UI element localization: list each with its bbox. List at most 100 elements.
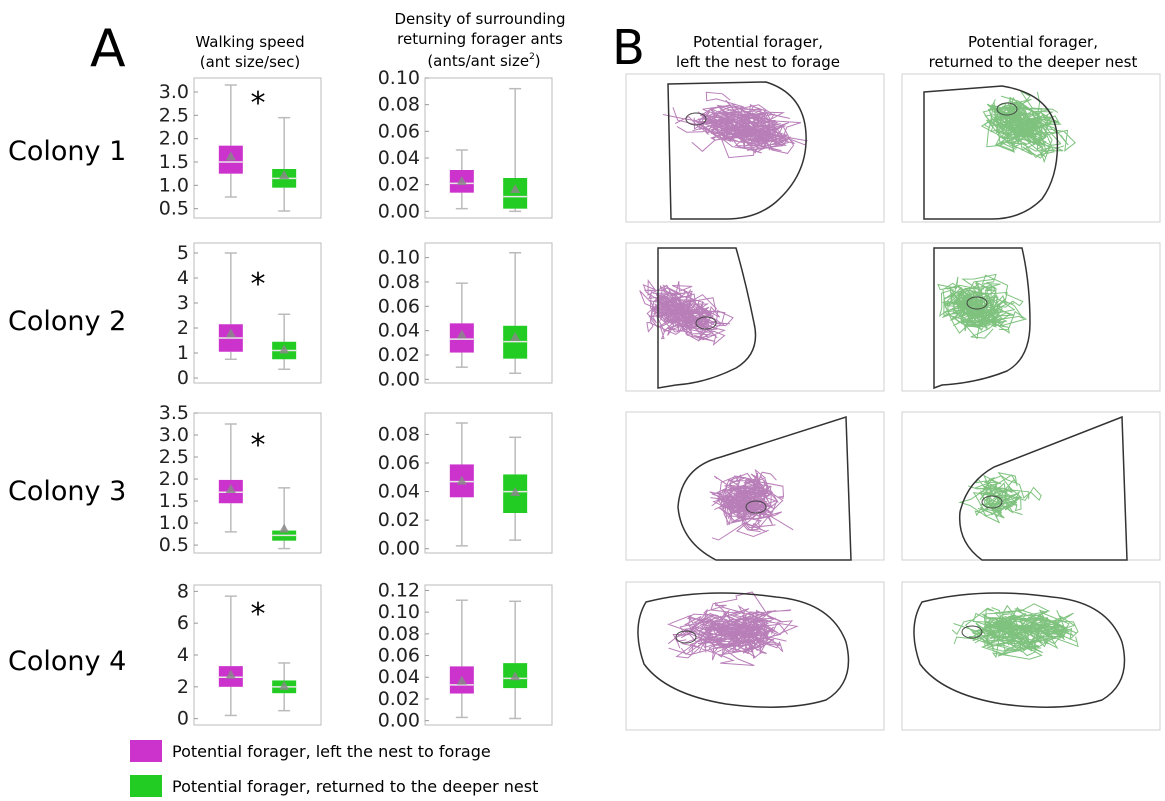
plot-frame [193, 412, 322, 554]
chamber-outline [695, 316, 717, 330]
trajectory-path [710, 591, 776, 641]
y-tick-label: 0.00 [378, 368, 420, 390]
nest-outline [667, 81, 807, 220]
y-tick-label: 3 [177, 292, 189, 314]
y-tick-label: 0.02 [378, 174, 420, 196]
plot-frame [193, 77, 322, 219]
y-tick-label: 0.00 [378, 538, 420, 560]
colony-label-3: Colony 3 [8, 476, 126, 507]
colony-label-2: Colony 2 [8, 306, 126, 337]
y-tick-label: 0.08 [378, 271, 420, 293]
traj-left-title-line2: left the nest to forage [676, 53, 840, 71]
y-tick-label: 8 [177, 580, 189, 602]
mean-marker [510, 487, 521, 496]
trajectory-path [1000, 115, 1060, 146]
trajectory-path [944, 300, 1010, 339]
density-title-line3: (ants/ant size2) [427, 52, 540, 70]
plot-frame [424, 77, 553, 219]
trajectory-panel-colony-4-returned [901, 581, 1161, 731]
mean-marker [279, 680, 290, 690]
trajectory-panel-colony-2-left [625, 242, 885, 392]
y-tick-label: 1.0 [159, 512, 189, 534]
trajectory-panel-layer [625, 73, 1161, 731]
trajectory-frame [901, 73, 1161, 223]
chamber-outline [745, 500, 767, 514]
y-tick-label: 2 [177, 317, 189, 339]
y-tick-label: 2.5 [159, 446, 189, 468]
trajectory-path [675, 613, 764, 649]
y-tick-label: 4 [177, 644, 189, 666]
trajectory-path [656, 298, 698, 333]
nest-outline [923, 85, 1059, 220]
nest-outline [913, 592, 1126, 708]
colony-label-1: Colony 1 [8, 136, 126, 167]
trajectory-path [984, 621, 1033, 646]
y-tick-label: 1.0 [159, 174, 189, 196]
trajectory-path [942, 289, 992, 320]
plot-frame [193, 242, 322, 384]
mean-marker [456, 329, 467, 339]
trajectory-tracks [951, 603, 1079, 660]
y-tick-label: 2.0 [159, 128, 189, 150]
nest-outline [637, 592, 850, 708]
traj-left-title-line1: Potential forager, [693, 33, 823, 51]
trajectory-panel-colony-3-returned [901, 411, 1161, 561]
y-tick-label: 0.5 [159, 198, 189, 220]
mean-marker [225, 151, 236, 161]
trajectory-path [718, 468, 767, 514]
iqr-box [503, 178, 528, 209]
trajectory-path [992, 103, 1049, 150]
y-tick-label: 0.02 [378, 688, 420, 710]
trajectory-path [981, 496, 1022, 518]
plot-frame [424, 412, 553, 554]
trajectory-path [958, 485, 1018, 518]
box-plot-walking-speed-colony-2: 0 1 2 3 4 5 [177, 242, 322, 389]
trajectory-path [686, 601, 750, 641]
chamber-outline [961, 625, 983, 639]
mean-marker [225, 484, 236, 494]
y-tick-label: 5 [177, 242, 189, 264]
significance-star-colony-3: * [251, 428, 266, 463]
y-tick-label: 0.10 [378, 247, 420, 269]
trajectory-path [972, 613, 1046, 642]
mean-marker [279, 523, 290, 533]
box-plot-walking-speed-colony-3: 0.51.01.52.02.53.03.5 [159, 402, 322, 556]
density-unit-superscript: 2 [529, 52, 535, 62]
box-plot-density-colony-2: 0.000.020.04 0.060.080.10 [378, 242, 553, 390]
trajectory-path [974, 608, 1049, 644]
density-unit-text: (ants/ant size [427, 52, 529, 70]
box-plot-walking-speed-colony-4: 0 2 4 6 8 [177, 580, 322, 730]
trajectory-path [972, 486, 1021, 517]
trajectory-path [981, 472, 1030, 500]
y-tick-label: 0.04 [378, 320, 420, 342]
y-tick-label: 0.08 [378, 94, 420, 116]
trajectory-path [697, 105, 795, 145]
trajectory-path [1009, 617, 1079, 648]
y-tick-label: 0.10 [378, 67, 420, 89]
trajectory-path [680, 604, 784, 655]
y-tick-label: 0.02 [378, 509, 420, 531]
y-tick-label: 0 [177, 708, 189, 730]
mean-marker [456, 176, 467, 185]
y-tick-label: 0.08 [378, 623, 420, 645]
trajectory-path [979, 615, 1067, 660]
trajectory-path [951, 619, 1042, 652]
density-title-line2: returning forager ants [397, 30, 563, 48]
trajectory-path [939, 289, 985, 325]
mean-marker [510, 671, 521, 681]
box-plot-layer: 0.51.01.52.02.53.00.000.020.040.060.080.… [159, 67, 553, 732]
mean-marker [456, 675, 467, 685]
y-tick-label: 0.04 [378, 147, 420, 169]
box-plot-density-colony-3: 0.00 0.02 0.04 0.06 0.08 [378, 412, 553, 560]
trajectory-frame [901, 242, 1161, 392]
chamber-outline [685, 112, 707, 126]
trajectory-tracks [662, 91, 808, 159]
y-tick-label: 6 [177, 612, 189, 634]
trajectory-path [737, 105, 783, 142]
plot-frame [424, 242, 553, 384]
panel-label-a: A [90, 19, 126, 79]
legend-swatch-returned [130, 775, 162, 797]
significance-star-colony-2: * [251, 267, 266, 302]
nest-outline [677, 415, 852, 561]
